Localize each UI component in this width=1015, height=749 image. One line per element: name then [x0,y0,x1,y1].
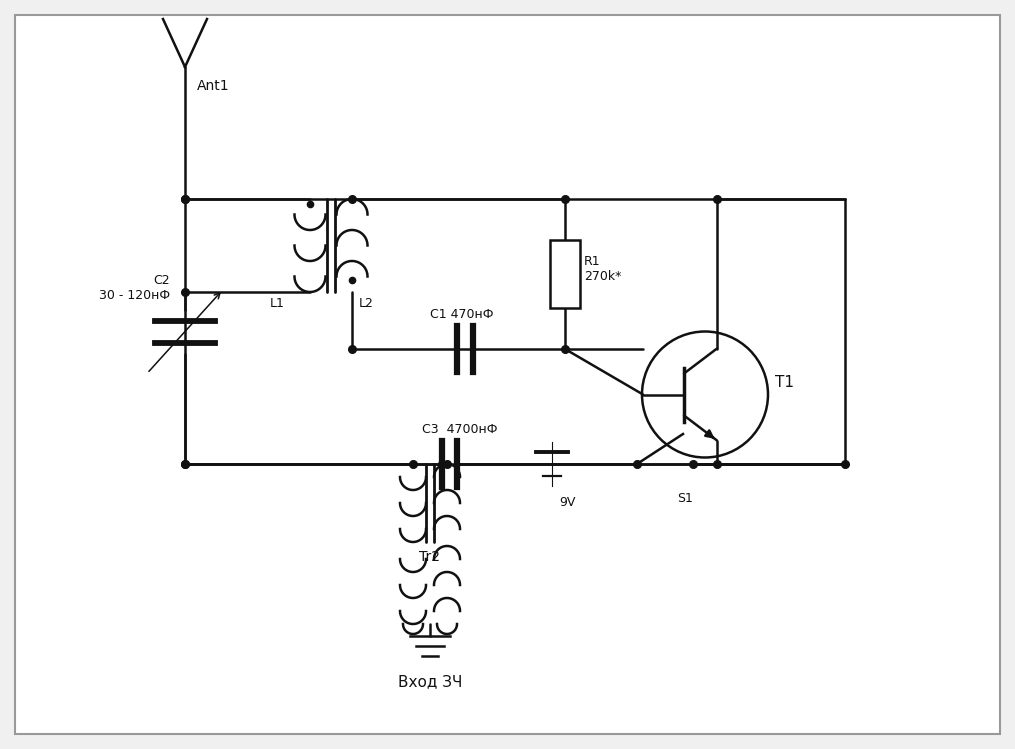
Text: S1: S1 [677,492,693,505]
Text: L2: L2 [359,297,374,310]
Text: C2
30 - 120нФ: C2 30 - 120нФ [98,273,170,302]
Text: Ant1: Ant1 [197,79,229,93]
Text: C3  4700нФ: C3 4700нФ [422,423,497,436]
FancyBboxPatch shape [15,15,1000,734]
Text: Вход ЗЧ: Вход ЗЧ [398,674,462,689]
Text: L1: L1 [270,297,285,310]
Text: T1: T1 [775,375,794,390]
Text: Tr2: Tr2 [419,550,441,564]
Text: R1
270k*: R1 270k* [584,255,621,283]
FancyBboxPatch shape [550,240,580,308]
Text: 9V: 9V [559,496,576,509]
Text: C1 470нФ: C1 470нФ [430,308,493,321]
